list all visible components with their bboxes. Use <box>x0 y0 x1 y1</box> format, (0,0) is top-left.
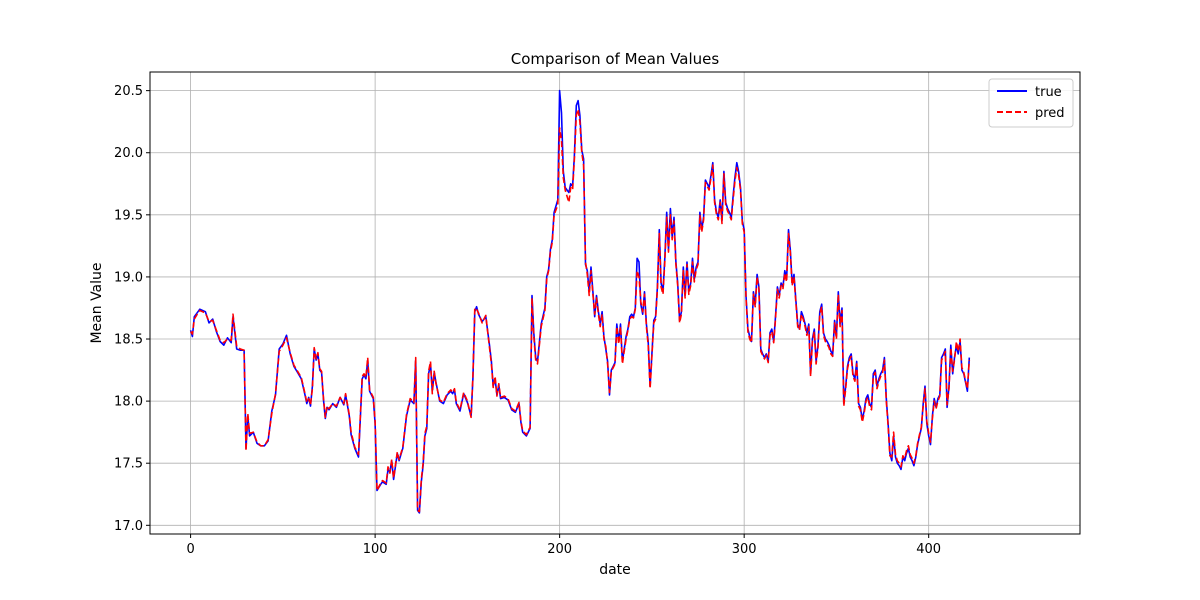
x-tick-label: 0 <box>186 542 194 557</box>
y-tick-label: 19.0 <box>114 270 143 285</box>
x-axis-label: date <box>599 562 631 578</box>
y-tick-label: 18.5 <box>114 333 143 348</box>
chart-title: Comparison of Mean Values <box>511 50 720 68</box>
y-tick-label: 19.5 <box>114 208 143 223</box>
y-axis-ticks: 17.0 17.5 18.0 18.5 19.0 19.5 20.0 20.5 <box>114 84 150 534</box>
legend-label-true: true <box>1035 85 1062 100</box>
y-tick-label: 18.0 <box>114 395 143 410</box>
x-tick-label: 300 <box>732 542 757 557</box>
x-tick-label: 200 <box>547 542 572 557</box>
legend-label-pred: pred <box>1035 106 1065 121</box>
x-tick-label: 400 <box>916 542 941 557</box>
series-line-pred <box>189 108 971 513</box>
x-axis-ticks: 0 100 200 300 400 <box>186 534 941 557</box>
y-tick-label: 20.5 <box>114 84 143 99</box>
y-axis-label: Mean Value <box>89 262 105 343</box>
y-tick-label: 17.0 <box>114 519 143 534</box>
x-tick-label: 100 <box>363 542 388 557</box>
legend: true pred <box>988 78 1074 128</box>
series-lines <box>189 89 971 514</box>
y-tick-label: 17.5 <box>114 457 143 472</box>
y-tick-label: 20.0 <box>114 146 143 161</box>
plot-frame <box>149 71 1081 535</box>
